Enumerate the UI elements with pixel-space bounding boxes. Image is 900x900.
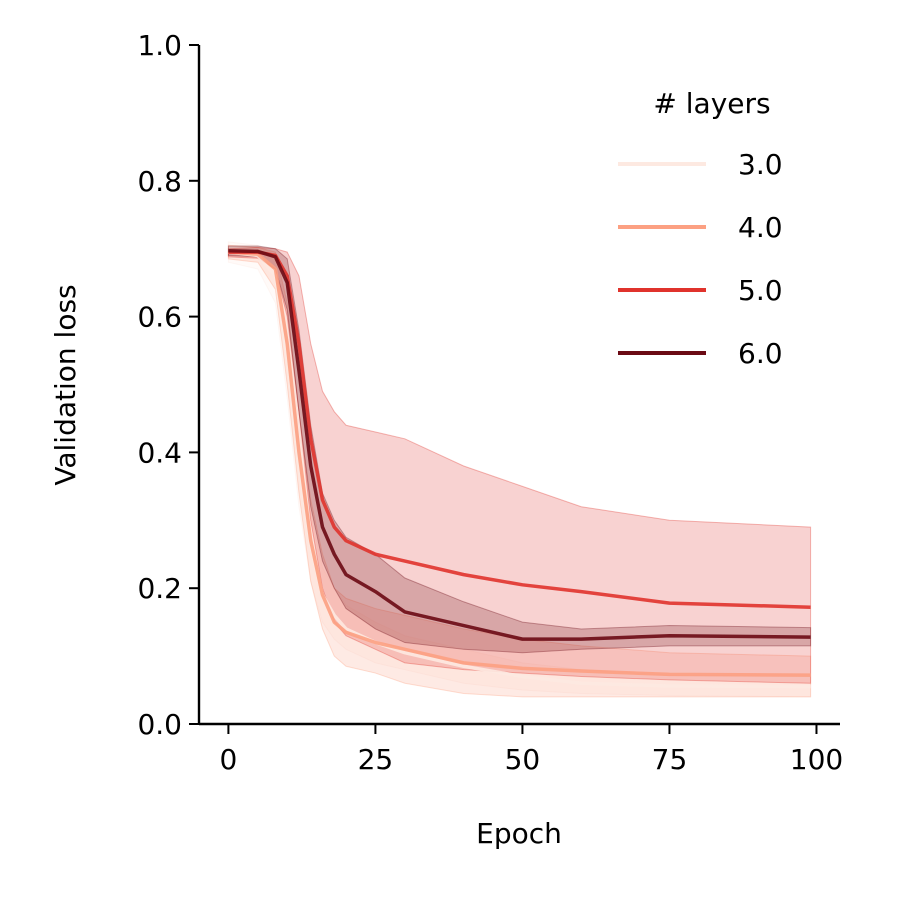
x-axis-label: Epoch (476, 817, 562, 850)
y-tick-label-0-2: 0.2 (137, 572, 182, 605)
legend: # layers 3.0 4.0 5.0 6.0 (618, 87, 783, 370)
y-tick-label-1-0: 1.0 (137, 29, 182, 62)
x-tick-label-75: 75 (652, 743, 688, 776)
y-ticks: 0.0 0.2 0.4 0.6 0.8 1.0 (137, 29, 199, 741)
y-tick-label-0-6: 0.6 (137, 301, 182, 334)
series-lines (228, 248, 811, 689)
band-3-0 (227, 241, 812, 698)
x-tick-label-0: 0 (219, 743, 237, 776)
x-tick-label-25: 25 (358, 743, 394, 776)
y-tick-label-0-4: 0.4 (137, 436, 182, 469)
band-5-0 (227, 246, 812, 684)
band-4-0 (227, 244, 812, 698)
legend-label-6-0: 6.0 (738, 337, 783, 370)
legend-label-5-0: 5.0 (738, 274, 783, 307)
x-ticks: 0 25 50 75 100 (219, 724, 843, 776)
legend-label-4-0: 4.0 (738, 211, 783, 244)
series-line-4-0 (228, 250, 811, 677)
x-tick-label-50: 50 (505, 743, 541, 776)
series-line-6-0 (228, 248, 811, 641)
y-tick-label-0-8: 0.8 (137, 165, 182, 198)
legend-title: # layers (653, 87, 770, 120)
axes (197, 45, 840, 726)
x-tick-label-100: 100 (790, 743, 843, 776)
legend-label-3-0: 3.0 (738, 148, 783, 181)
y-tick-label-0-0: 0.0 (137, 708, 182, 741)
y-axis-label: Validation loss (49, 284, 82, 485)
